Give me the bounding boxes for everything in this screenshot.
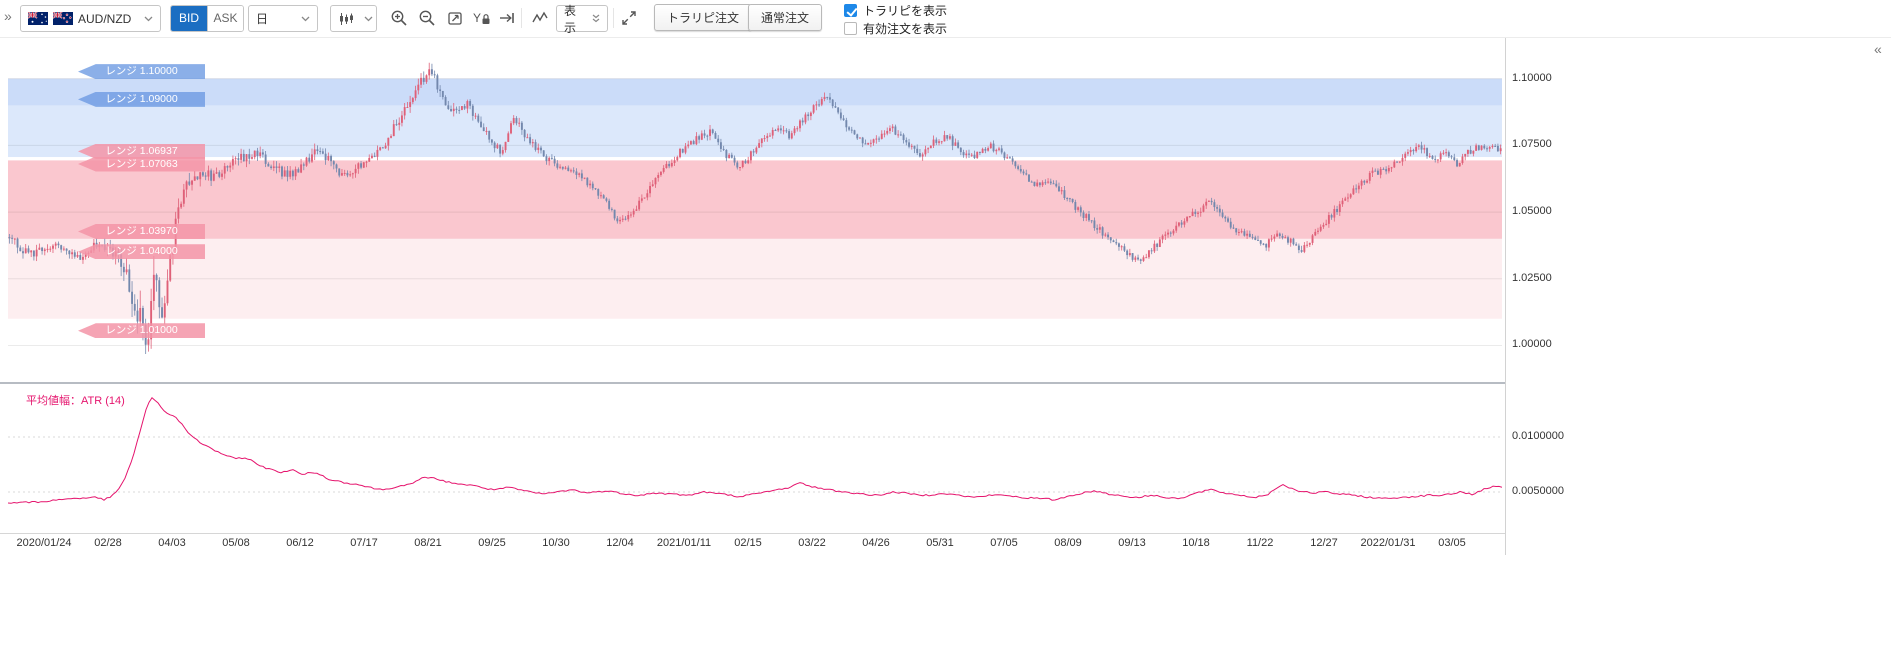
x-axis-tick-label: 2022/01/31 xyxy=(1360,537,1416,549)
x-axis-tick-label: 10/18 xyxy=(1182,537,1210,549)
y-axis-tick-label: 0.0100000 xyxy=(1512,429,1564,442)
timeframe-value: 日 xyxy=(256,12,269,26)
x-axis-tick-label: 11/22 xyxy=(1246,537,1274,549)
new-zealand-flag-icon xyxy=(53,12,73,25)
range-tag[interactable]: レンジ 1.06937 xyxy=(78,143,205,159)
y-axis-tick-label: 0.0050000 xyxy=(1512,484,1564,497)
chevron-down-icon xyxy=(364,16,373,22)
x-axis-tick-label: 03/22 xyxy=(798,537,826,549)
pair-selector[interactable]: AUD/NZD xyxy=(20,5,161,32)
x-axis-tick-label: 05/08 xyxy=(222,537,250,549)
range-tag[interactable]: レンジ 1.07063 xyxy=(78,156,205,172)
bid-button[interactable]: BID xyxy=(171,6,207,31)
display-checkbox-group: トラリピを表示 有効注文を表示 xyxy=(844,2,947,37)
range-tag[interactable]: レンジ 1.03970 xyxy=(78,224,205,240)
x-axis-tick-label: 02/28 xyxy=(94,537,122,549)
svg-text:Y: Y xyxy=(473,11,481,25)
toolbar: » AUD/NZD BID ASK 日 Y xyxy=(0,0,1891,38)
zoom-out-button[interactable] xyxy=(415,6,439,30)
x-axis-tick-label: 08/21 xyxy=(414,537,442,549)
expand-chart-button[interactable] xyxy=(617,6,641,30)
x-axis-tick-label: 07/05 xyxy=(990,537,1018,549)
y-axis-tick-label: 1.05000 xyxy=(1512,205,1552,218)
x-axis-tick-label: 05/31 xyxy=(926,537,954,549)
x-axis-tick-label: 09/25 xyxy=(478,537,506,549)
x-axis-tick-label: 12/27 xyxy=(1310,537,1338,549)
x-axis-tick-label: 04/03 xyxy=(158,537,186,549)
timeframe-selector[interactable]: 日 xyxy=(248,5,318,32)
zoom-in-button[interactable] xyxy=(387,6,411,30)
atr-chart-canvas[interactable] xyxy=(8,388,1502,532)
checkbox-unchecked-icon[interactable] xyxy=(844,22,857,35)
x-axis-tick-label: 12/04 xyxy=(606,537,634,549)
x-axis-tick-label: 2021/01/11 xyxy=(656,537,712,549)
y-axis-line xyxy=(1505,38,1506,555)
display-checkbox-row[interactable]: トラリピを表示 xyxy=(844,2,947,19)
atr-label: 平均値幅：ATR (14) xyxy=(26,395,125,407)
panel-divider[interactable] xyxy=(0,382,1505,384)
toraripi-order-button[interactable]: トラリピ注文 xyxy=(654,4,753,31)
double-chevron-down-icon xyxy=(592,14,600,23)
candlestick-icon xyxy=(338,11,354,27)
x-axis-tick-label: 10/30 xyxy=(542,537,570,549)
x-axis-tick-label: 04/26 xyxy=(862,537,890,549)
collapse-left-icon[interactable]: » xyxy=(4,8,12,24)
pair-label: AUD/NZD xyxy=(78,11,132,26)
display-label: 表示 xyxy=(564,3,577,35)
range-tag[interactable]: レンジ 1.01000 xyxy=(78,323,205,339)
y-axis-tick-label: 1.00000 xyxy=(1512,338,1552,351)
chevron-down-icon xyxy=(144,16,153,22)
australia-flag-icon xyxy=(28,12,48,25)
checkbox-label: トラリピを表示 xyxy=(863,4,948,18)
collapse-right-icon[interactable]: « xyxy=(1874,41,1882,57)
range-tag[interactable]: レンジ 1.04000 xyxy=(78,244,205,260)
x-axis-tick-label: 02/15 xyxy=(734,537,762,549)
bid-ask-toggle: BID ASK xyxy=(170,5,244,32)
reset-zoom-button[interactable] xyxy=(443,6,467,30)
x-axis-tick-label: 06/12 xyxy=(286,537,314,549)
checkbox-checked-icon[interactable] xyxy=(844,4,857,17)
chevron-down-icon xyxy=(301,16,310,22)
x-axis-tick-label: 08/09 xyxy=(1054,537,1082,549)
x-axis-tick-label: 2020/01/24 xyxy=(16,537,72,549)
x-axis-tick-label: 07/17 xyxy=(350,537,378,549)
display-menu-button[interactable]: 表示 xyxy=(556,4,608,35)
chart-type-selector[interactable] xyxy=(330,5,377,32)
go-to-latest-button[interactable] xyxy=(495,6,519,30)
y-axis-tick-label: 1.10000 xyxy=(1512,71,1552,84)
ask-button[interactable]: ASK xyxy=(207,6,243,31)
range-tag[interactable]: レンジ 1.09000 xyxy=(78,91,205,107)
range-tag[interactable]: レンジ 1.10000 xyxy=(78,64,205,80)
y-axis-tick-label: 1.02500 xyxy=(1512,271,1552,284)
checkbox-label: 有効注文を表示 xyxy=(863,22,948,36)
x-axis-line xyxy=(0,533,1505,534)
display-checkbox-row[interactable]: 有効注文を表示 xyxy=(844,20,947,37)
y-axis-tick-label: 1.07500 xyxy=(1512,138,1552,151)
x-axis-tick-label: 03/05 xyxy=(1438,537,1466,549)
x-axis-tick-label: 09/13 xyxy=(1118,537,1146,549)
indicator-button[interactable] xyxy=(528,6,552,30)
normal-order-button[interactable]: 通常注文 xyxy=(748,4,823,31)
price-chart-canvas[interactable] xyxy=(8,40,1502,382)
y-axis-lock-button[interactable]: Y xyxy=(469,6,493,30)
